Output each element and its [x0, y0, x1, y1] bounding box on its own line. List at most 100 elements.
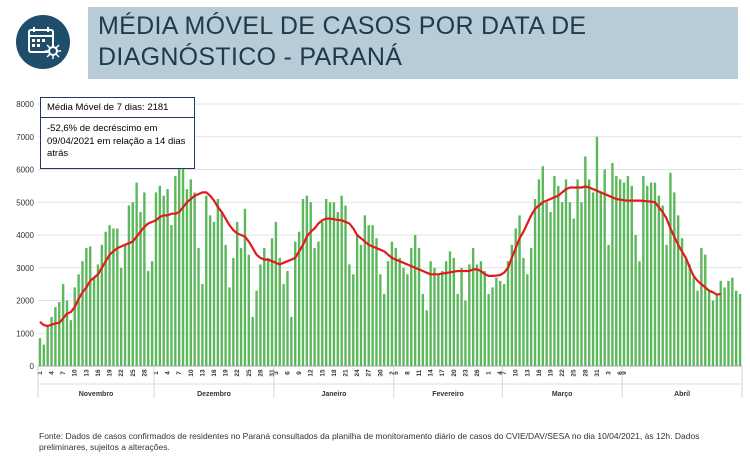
x-tick-label: 1: [37, 371, 44, 375]
bar: [305, 195, 309, 366]
bar: [676, 215, 680, 366]
bar: [313, 248, 316, 366]
bar: [634, 235, 637, 366]
y-tick-label: 6000: [16, 166, 34, 175]
x-tick-label: 7: [176, 371, 183, 375]
bar: [386, 261, 390, 366]
bar: [344, 205, 347, 366]
bar: [510, 244, 514, 366]
bar: [321, 221, 324, 366]
bar: [673, 192, 676, 366]
calendar-virus-icon: [16, 15, 70, 69]
bar: [224, 244, 227, 366]
bar: [65, 300, 69, 366]
bar: [177, 156, 181, 366]
bar: [611, 162, 614, 366]
bar: [661, 205, 664, 366]
bar: [669, 172, 672, 366]
bar: [406, 274, 409, 366]
bar: [69, 320, 73, 366]
bar: [301, 198, 305, 366]
bar: [317, 241, 320, 366]
y-tick-label: 0: [30, 362, 35, 371]
bar: [73, 287, 76, 366]
month-label: Fevereiro: [432, 391, 464, 398]
bar: [46, 326, 49, 366]
x-tick-label: 16: [536, 369, 543, 377]
y-tick-label: 2000: [16, 297, 34, 306]
bar: [572, 218, 575, 366]
bar: [410, 248, 413, 366]
bar: [626, 176, 630, 366]
bar: [309, 202, 312, 366]
bar: [665, 244, 668, 366]
bar: [622, 182, 626, 366]
bar: [85, 248, 88, 366]
y-tick-label: 4000: [16, 231, 34, 240]
bar: [189, 179, 192, 366]
x-tick-label: 25: [130, 369, 137, 377]
x-tick-label: 3: [606, 371, 613, 375]
month-label: Janeiro: [321, 391, 346, 398]
bar: [468, 264, 471, 366]
bar: [603, 169, 606, 366]
x-tick-label: 31: [594, 369, 601, 377]
bar: [502, 284, 506, 366]
bar: [324, 198, 328, 366]
y-tick-label: 5000: [16, 198, 34, 207]
x-tick-label: 19: [107, 369, 114, 377]
bar: [680, 238, 684, 366]
x-tick-label: 7: [501, 371, 508, 375]
bar: [263, 248, 266, 366]
bar: [688, 264, 691, 366]
x-tick-label: 20: [451, 369, 458, 377]
x-tick-label: 1: [153, 371, 160, 375]
bar: [375, 238, 378, 366]
bar: [243, 208, 247, 366]
x-tick-label: 23: [462, 369, 469, 377]
bar: [50, 316, 53, 366]
bar: [282, 284, 285, 366]
bar: [119, 267, 123, 366]
month-label: Novembro: [79, 391, 114, 398]
x-tick-label: 2: [389, 371, 396, 375]
x-tick-label: 14: [428, 369, 435, 377]
bar: [456, 293, 459, 366]
bar: [232, 257, 235, 366]
bar: [348, 264, 351, 366]
bar: [251, 316, 254, 366]
bar: [81, 261, 84, 366]
bar: [216, 198, 220, 366]
bar: [135, 182, 138, 366]
bar: [174, 176, 177, 366]
x-tick-label: 17: [439, 369, 446, 377]
bar: [150, 261, 154, 366]
bar: [170, 225, 173, 366]
bar: [228, 287, 231, 366]
bar: [61, 284, 65, 366]
moving-average-label: Média Móvel de 7 dias: 2181: [41, 98, 194, 118]
bar: [104, 231, 107, 366]
moving-average-line: [39, 185, 721, 328]
bar: [506, 261, 510, 366]
title-banner: [88, 7, 738, 79]
bar: [112, 228, 115, 366]
bar: [390, 241, 394, 366]
x-tick-label: 15: [319, 369, 326, 377]
bar: [700, 248, 703, 366]
x-tick-label: 31: [269, 369, 276, 377]
bar: [595, 136, 599, 366]
bar: [657, 195, 661, 366]
bar: [460, 267, 463, 366]
bar: [131, 202, 134, 366]
bar: [220, 212, 223, 366]
bar: [429, 261, 432, 366]
bar: [425, 310, 428, 366]
bar: [96, 264, 100, 366]
bar: [116, 228, 119, 366]
x-tick-label: 28: [141, 369, 148, 377]
x-tick-label: 16: [95, 369, 102, 377]
x-tick-label: 22: [559, 369, 566, 377]
x-tick-label: 26: [474, 369, 481, 377]
bar: [452, 257, 456, 366]
